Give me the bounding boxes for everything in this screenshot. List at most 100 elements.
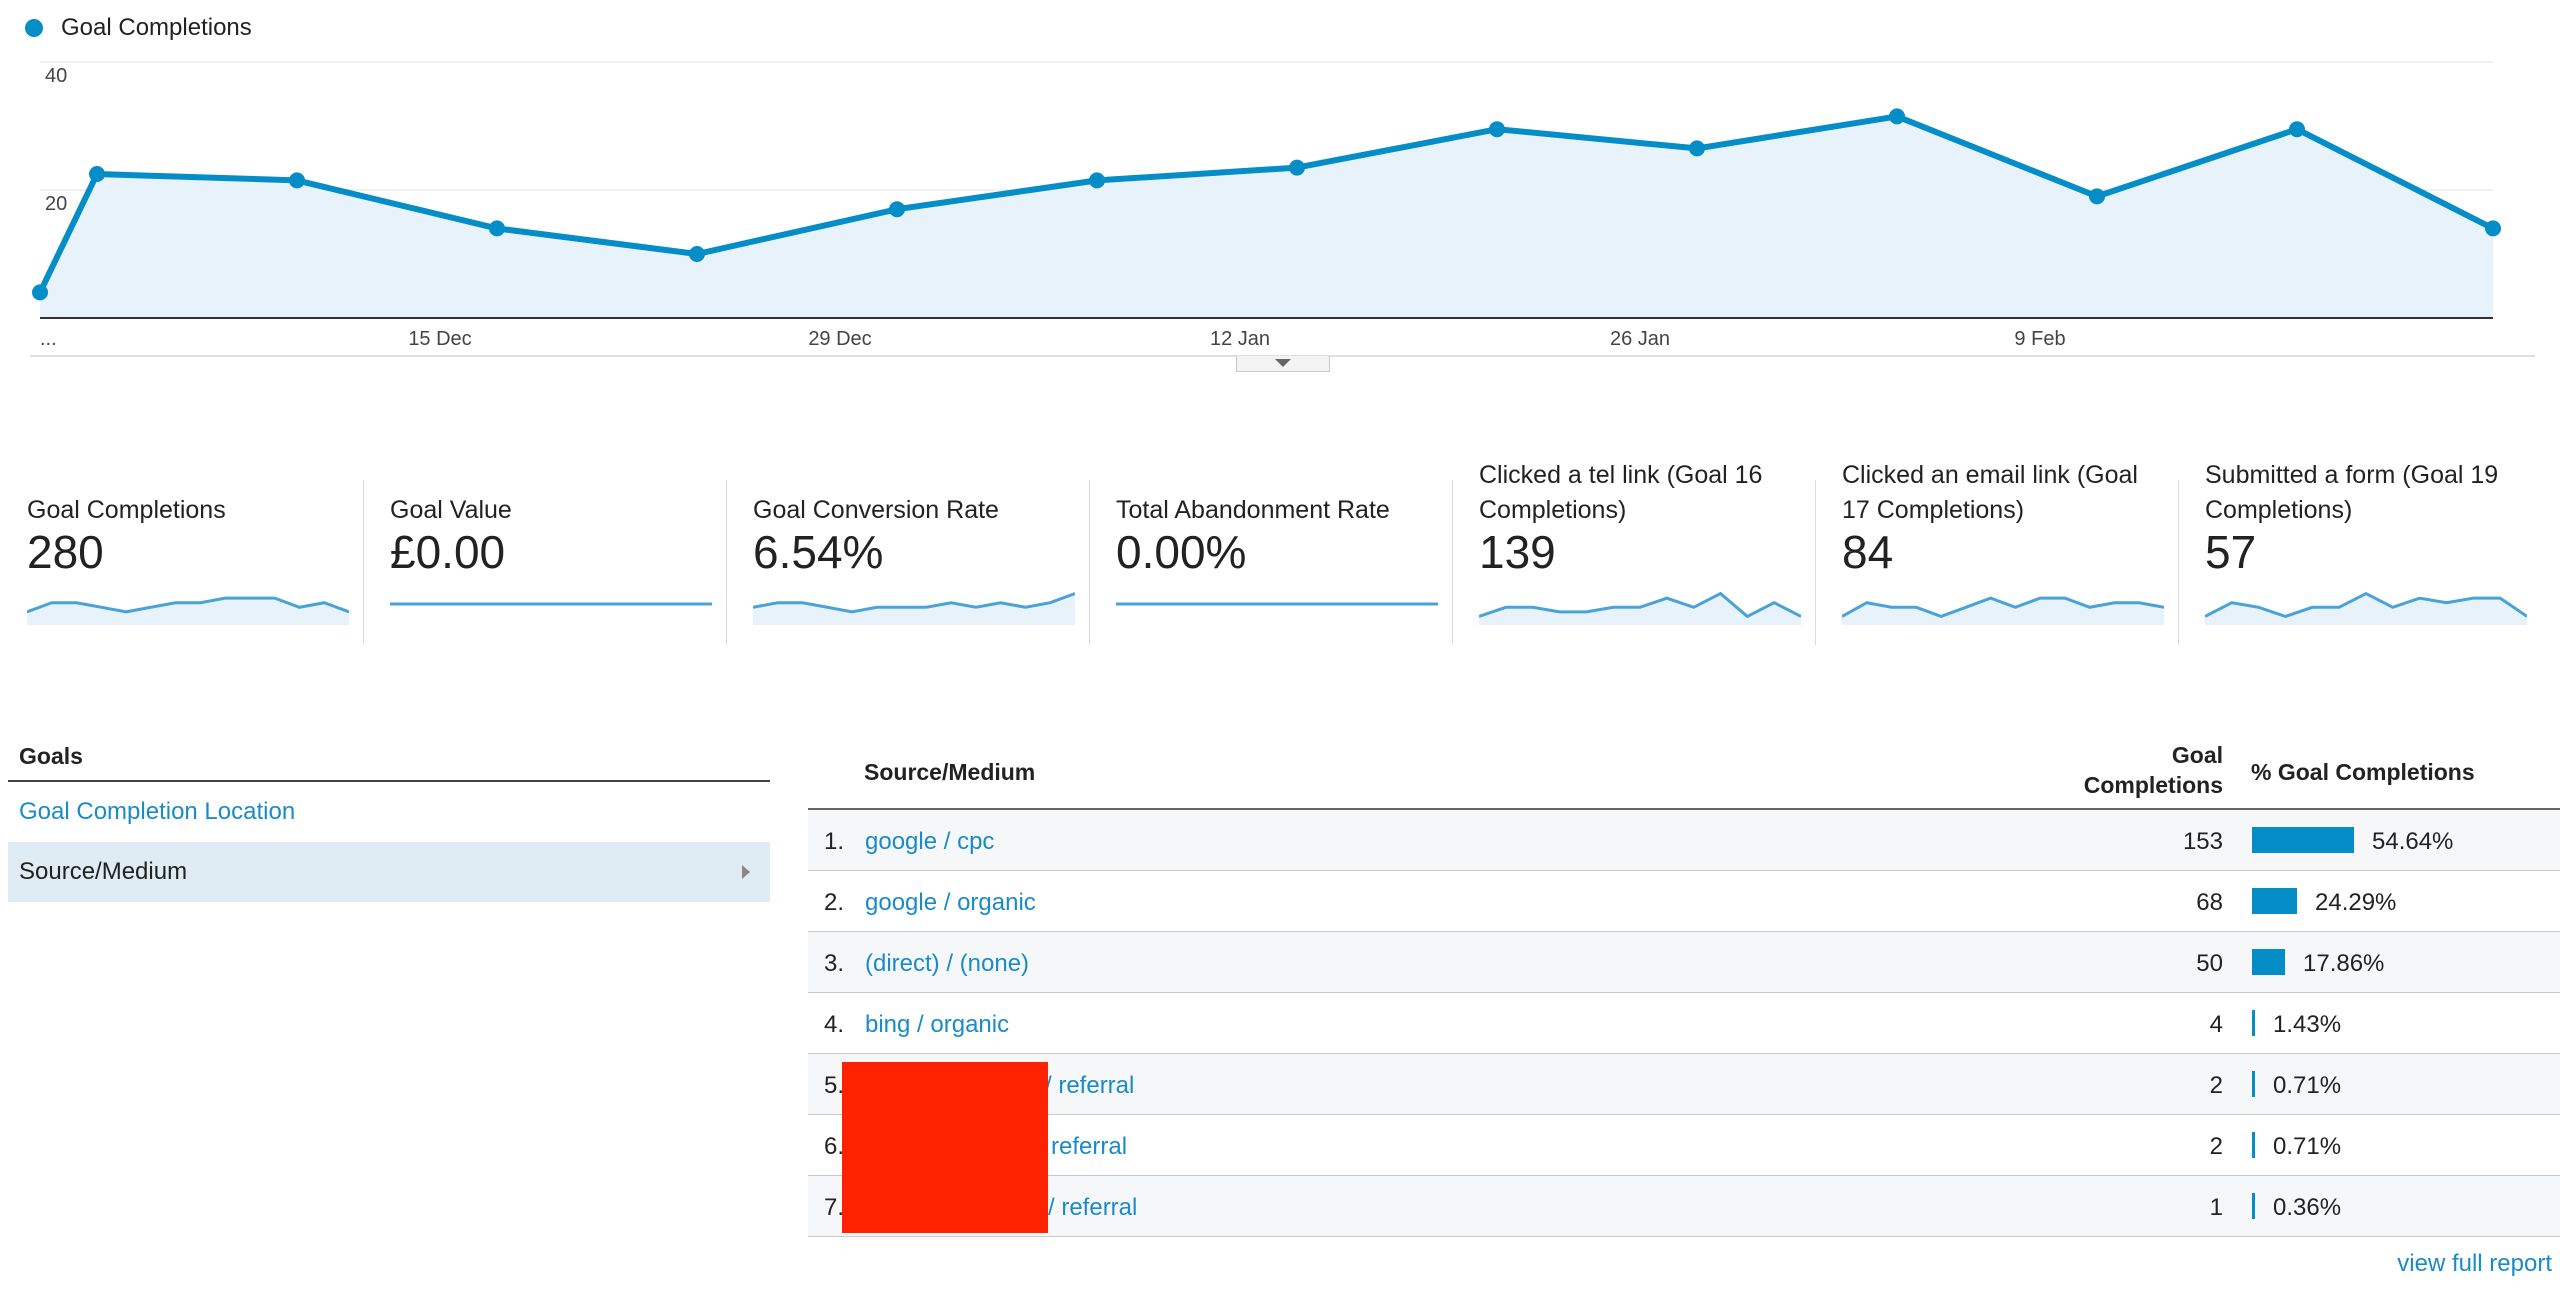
percentage-value: 0.71% (2273, 1072, 2342, 1099)
table-body: 1. google / cpc 153 54.64% 2. google / organi… (808, 810, 2560, 1237)
scorecard[interactable]: Goal Conversion Rate 6.54% (726, 440, 1075, 645)
scorecard-sparkline (1116, 602, 1438, 606)
scorecard-label: Goal Completions (27, 496, 226, 524)
data-point (889, 201, 905, 218)
data-point (289, 172, 305, 189)
scorecard[interactable]: Clicked an email link (Goal 17 Completio… (1815, 440, 2164, 645)
completions-value: 2 (2209, 1133, 2223, 1160)
chart-legend[interactable]: Goal Completions (25, 14, 252, 42)
goal-item-source-medium[interactable]: Source/Medium (8, 842, 770, 902)
percentage-bar (2252, 1193, 2255, 1219)
source-link[interactable]: / referral (1048, 1194, 1138, 1221)
percentage-value: 0.71% (2273, 1133, 2342, 1160)
sparkline-line (2205, 591, 2527, 619)
completions-value: 50 (2196, 950, 2223, 977)
scorecard-sparkline (2205, 591, 2527, 625)
scorecard-sparkline (1842, 596, 2164, 625)
chevron-down-icon (1275, 359, 1291, 367)
redaction-block (842, 1062, 1048, 1233)
table-row: 2. google / organic 68 24.29% (808, 871, 2560, 932)
percentage-value: 1.43% (2273, 1011, 2342, 1038)
goal-item-completion-location[interactable]: Goal Completion Location (8, 782, 770, 842)
x-tick-label: 12 Jan (1210, 328, 1270, 350)
percentage-value: 54.64% (2372, 828, 2454, 855)
data-point (32, 284, 48, 301)
table-row: 7. / referral 1 0.36% (808, 1176, 2560, 1237)
percentage-bar (2252, 1010, 2255, 1036)
scorecard-sparkline (753, 592, 1075, 625)
column-header-line: Completions (2083, 772, 2223, 798)
source-link[interactable]: bing / organic (865, 1011, 1010, 1038)
sparkline-area (27, 598, 349, 625)
source-link[interactable]: (direct) / (none) (865, 950, 1030, 977)
x-tick-label: 15 Dec (408, 328, 471, 350)
scorecard-divider (1815, 480, 1816, 645)
y-tick-label: 20 (45, 193, 67, 215)
scorecard-sparkline (27, 596, 349, 625)
sparkline-line (753, 592, 1075, 614)
completions-value: 4 (2209, 1011, 2223, 1038)
column-header-pct[interactable]: % Goal Completions (2251, 759, 2475, 785)
table-row: 1. google / cpc 153 54.64% (808, 810, 2560, 871)
scorecard-value: 280 (27, 526, 104, 578)
scorecard-value: 139 (1479, 526, 1556, 578)
scorecard-label: Total Abandonment Rate (1116, 496, 1390, 524)
data-point (489, 220, 505, 237)
percentage-bar (2252, 888, 2297, 914)
scorecard-label: Goal Value (390, 496, 512, 524)
scorecard-divider (363, 480, 364, 645)
percentage-value: 24.29% (2315, 889, 2397, 916)
source-medium-table: Source/Medium Goal Completions % Goal Co… (808, 735, 2560, 1237)
scorecard[interactable]: Clicked a tel link (Goal 16 Completions)… (1452, 440, 1801, 645)
data-point (2289, 121, 2305, 138)
percentage-bar (2252, 827, 2354, 853)
column-header-goal-completions[interactable]: Goal Completions (1923, 740, 2223, 800)
legend-label: Goal Completions (61, 14, 252, 41)
source-link[interactable]: referral (1051, 1133, 1128, 1160)
completions-value: 68 (2196, 889, 2223, 916)
scorecard-label: Submitted a form (Goal 19 Completions) (2205, 461, 2499, 524)
sparkline-area (1479, 593, 1801, 625)
scorecard[interactable]: Submitted a form (Goal 19 Completions) 57 (2178, 440, 2527, 645)
scorecard[interactable]: Total Abandonment Rate 0.00% (1089, 440, 1438, 645)
row-index: 1. (824, 828, 845, 855)
view-full-report-link[interactable]: view full report (2397, 1250, 2552, 1277)
goals-title: Goals (8, 735, 770, 782)
column-header-source[interactable]: Source/Medium (864, 759, 1036, 785)
sparkline-line (27, 596, 349, 614)
table-row: 6. referral 2 0.71% (808, 1115, 2560, 1176)
x-tick-label: ... (40, 328, 57, 350)
scorecard-label: Clicked an email link (Goal 17 Completio… (1842, 461, 2138, 524)
data-point (1889, 108, 1905, 125)
sparkline-area (1842, 598, 2164, 625)
row-index: 3. (824, 950, 845, 977)
data-point (1689, 140, 1705, 157)
chart-expand-handle[interactable] (1236, 356, 1330, 372)
source-link[interactable]: google / organic (865, 889, 1036, 916)
row-index: 6. (824, 1133, 845, 1160)
source-link[interactable]: / referral (1045, 1072, 1135, 1099)
scorecard-value: 6.54% (753, 526, 884, 578)
data-point (1289, 159, 1305, 176)
column-header-line: Goal (2171, 742, 2223, 768)
completions-value: 153 (2182, 828, 2223, 855)
scorecard-sparkline (1479, 591, 1801, 625)
completions-value: 1 (2209, 1194, 2223, 1221)
goals-panel: Goals Goal Completion Location Source/Me… (8, 735, 770, 902)
table-row: 4. bing / organic 4 1.43% (808, 993, 2560, 1054)
scorecard-label: Goal Conversion Rate (753, 496, 999, 524)
x-tick-label: 29 Dec (808, 328, 871, 350)
table-row: 5. / referral 2 0.71% (808, 1054, 2560, 1115)
scorecard-value: 57 (2205, 526, 2257, 578)
scorecard[interactable]: Goal Completions 280 (0, 440, 349, 645)
x-tick-label: 26 Jan (1610, 328, 1670, 350)
scorecard-label: Clicked a tel link (Goal 16 Completions) (1479, 461, 1763, 524)
scorecard-divider (726, 480, 727, 645)
goal-completions-line-chart: 20 40... 15 Dec 29 Dec 12 Jan 26 Jan 9 Feb (30, 61, 2535, 357)
scorecard-value: £0.00 (390, 526, 506, 578)
scorecard[interactable]: Goal Value £0.00 (363, 440, 712, 645)
percentage-value: 17.86% (2303, 950, 2385, 977)
scorecard-divider (1452, 480, 1453, 645)
source-link[interactable]: google / cpc (865, 828, 995, 855)
